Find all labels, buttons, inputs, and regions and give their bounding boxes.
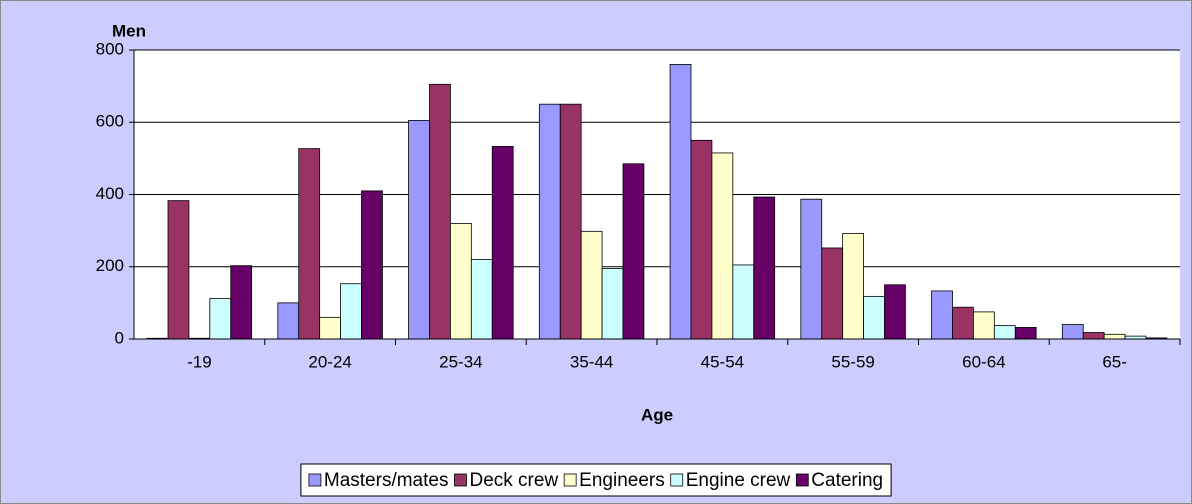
legend-swatch: [795, 473, 809, 487]
legend: Masters/mates Deck crew Engineers Engine cr…: [300, 463, 892, 497]
bar: [298, 148, 321, 340]
x-tick-label: 55-59: [831, 352, 874, 371]
y-tick-label: 200: [96, 256, 124, 275]
bar: [884, 284, 906, 340]
x-tick-label: 60-64: [962, 352, 1005, 371]
y-tick-label: 800: [96, 39, 124, 58]
x-tick-label: 25-34: [439, 352, 482, 371]
bar: [167, 200, 190, 340]
bar: [601, 268, 624, 340]
x-tick-label: -19: [187, 352, 212, 371]
x-tick-label: 20-24: [308, 352, 351, 371]
bar: [559, 103, 582, 340]
bar: [1082, 332, 1105, 340]
legend-swatch: [563, 473, 577, 487]
x-axis-title: Age: [641, 405, 673, 424]
bar: [450, 222, 472, 340]
bar: [993, 325, 1016, 340]
y-tick-label: 400: [96, 184, 124, 203]
legend-label: Deck crew: [469, 470, 558, 491]
legend-label: Masters/mates: [324, 470, 449, 491]
bar: [669, 64, 692, 340]
bar: [470, 259, 493, 340]
bar: [800, 198, 823, 340]
bar: [491, 146, 514, 340]
bar: [1103, 333, 1126, 340]
legend-box: [300, 463, 892, 497]
y-tick-label: 0: [115, 328, 124, 347]
bar: [340, 283, 362, 340]
bar: [622, 163, 645, 340]
bar: [863, 295, 885, 340]
bar: [277, 302, 300, 340]
bar: [230, 265, 253, 340]
bar: [732, 264, 755, 340]
y-tick-label: 600: [96, 112, 124, 131]
x-tick-label: 35-44: [570, 352, 613, 371]
x-tick-label: 45-54: [701, 352, 744, 371]
bar: [842, 233, 864, 340]
legend-swatch: [308, 473, 322, 487]
bar: [931, 290, 953, 340]
bar: [361, 190, 383, 340]
bar: [711, 152, 734, 340]
y-axis-title: Men: [112, 21, 146, 40]
bar: [1014, 327, 1037, 340]
legend-label: Engine crew: [686, 470, 791, 491]
bar: [973, 311, 995, 340]
bar: [1061, 324, 1084, 340]
legend-label: Catering: [811, 470, 883, 491]
bar: [538, 103, 561, 340]
bar: [821, 247, 844, 340]
bar: [408, 120, 430, 340]
legend-swatch: [670, 473, 684, 487]
bar: [580, 230, 603, 340]
legend-swatch: [454, 473, 467, 487]
bar: [319, 316, 341, 340]
bar: [209, 298, 232, 340]
bar: [690, 139, 713, 340]
legend-label: Engineers: [579, 470, 665, 491]
bar: [952, 306, 974, 340]
bar: [753, 196, 776, 340]
x-tick-label: 65-: [1102, 352, 1127, 371]
bar: [429, 83, 451, 340]
